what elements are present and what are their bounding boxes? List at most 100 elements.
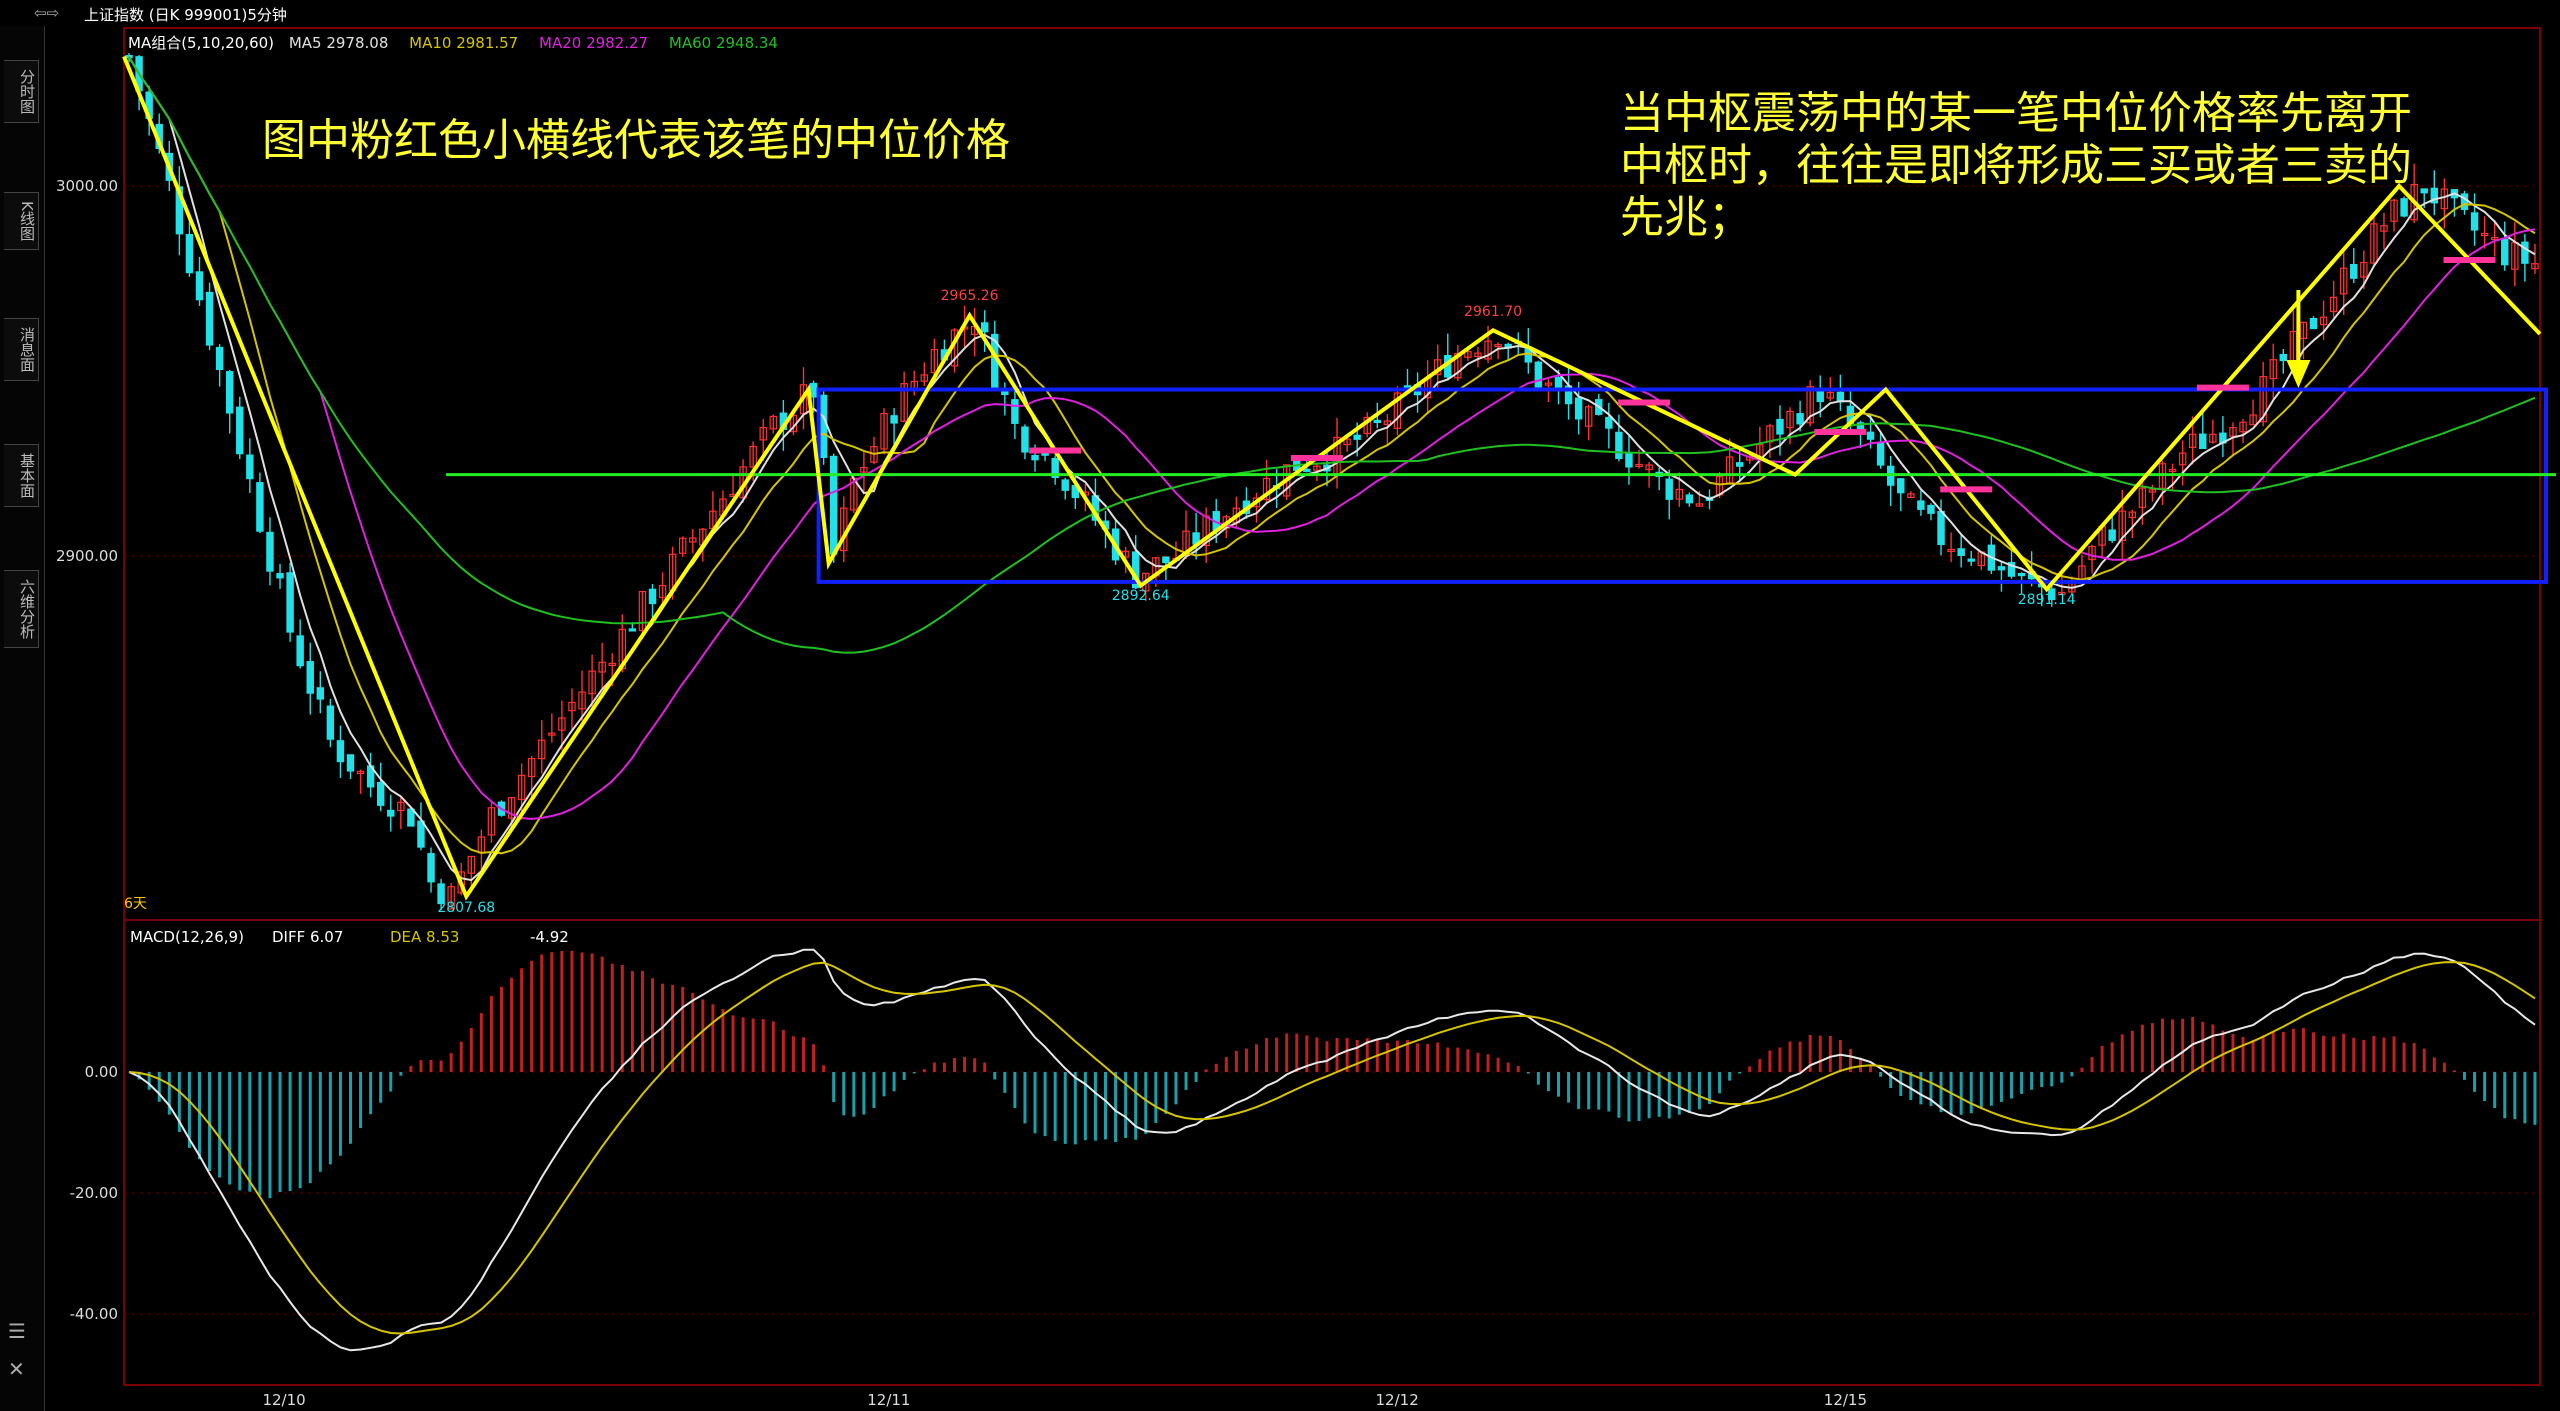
candle-body bbox=[809, 382, 818, 398]
candle-body bbox=[1484, 340, 1492, 360]
close-icon[interactable]: ✕ bbox=[8, 1357, 25, 1381]
candle-body bbox=[376, 781, 385, 806]
candle-body bbox=[980, 322, 989, 333]
candle-body bbox=[1011, 399, 1019, 424]
candle-body bbox=[457, 871, 465, 894]
candle-body bbox=[1876, 442, 1885, 466]
candle-body bbox=[256, 482, 264, 532]
candle-body bbox=[447, 886, 455, 910]
ma5-label: MA5 2978.08 bbox=[288, 34, 389, 52]
candle-body bbox=[568, 701, 576, 712]
right-annotation-line: 先兆； bbox=[1620, 192, 1752, 243]
candle-body bbox=[2470, 212, 2479, 231]
y-tick-label: 3000.00 bbox=[56, 177, 118, 195]
candle-body bbox=[578, 691, 586, 710]
candle-body bbox=[356, 770, 365, 775]
days-label: 6天 bbox=[124, 896, 147, 912]
ma5-line bbox=[128, 56, 2536, 882]
macd-title: MACD(12,26,9) bbox=[130, 928, 244, 946]
candle-body bbox=[2249, 414, 2257, 426]
candle-body bbox=[1262, 477, 1271, 501]
candle-body bbox=[346, 754, 355, 772]
candle-body bbox=[1826, 391, 1835, 399]
tab-six-dimension[interactable]: 六维分析 bbox=[4, 570, 39, 648]
candle-body bbox=[1806, 386, 1814, 424]
macd-panel bbox=[128, 948, 2537, 1352]
candle-body bbox=[2239, 421, 2247, 433]
candle-body bbox=[2128, 511, 2137, 519]
candle-body bbox=[336, 740, 345, 763]
candle-body bbox=[326, 705, 335, 740]
candle-body bbox=[1162, 556, 1170, 564]
candle-body bbox=[407, 808, 415, 827]
candle-body bbox=[2339, 267, 2348, 295]
x-tick-label: 12/15 bbox=[1824, 1391, 1867, 1409]
macd-panel-border bbox=[123, 919, 2541, 1386]
ma-legend: MA组合(5,10,20,60) MA5 2978.08 MA10 2981.5… bbox=[128, 32, 778, 53]
candle-body bbox=[487, 807, 496, 836]
candle-body bbox=[1645, 464, 1653, 471]
candle-body bbox=[2209, 433, 2217, 443]
candle-body bbox=[276, 573, 284, 579]
candle-body bbox=[467, 855, 476, 874]
candle-body bbox=[2410, 183, 2418, 221]
candle-body bbox=[286, 572, 294, 633]
macd-y-tick: -20.00 bbox=[70, 1184, 118, 1202]
candle-body bbox=[2531, 263, 2539, 270]
candle-body bbox=[678, 537, 687, 554]
candle-body bbox=[860, 466, 868, 473]
candle-body bbox=[2259, 376, 2267, 423]
candle-body bbox=[1776, 418, 1784, 435]
chart-header: ⇦⇨ 上证指数 (日K 999001)5分钟 bbox=[0, 0, 2560, 26]
candle-body bbox=[638, 590, 647, 632]
tab-intraday[interactable]: 分时图 bbox=[4, 60, 39, 123]
candle-body bbox=[1665, 478, 1673, 500]
candle-body bbox=[1051, 457, 1059, 479]
candle-body bbox=[266, 531, 274, 572]
high-label: 2965.26 bbox=[941, 288, 999, 304]
candle-body bbox=[507, 797, 516, 819]
candle-body bbox=[1625, 452, 1633, 468]
tab-kline[interactable]: K线图 bbox=[4, 192, 39, 250]
candle-body bbox=[598, 661, 606, 673]
candle-body bbox=[316, 687, 325, 700]
candle-body bbox=[1927, 504, 1935, 514]
candle-body bbox=[246, 454, 254, 480]
candle-body bbox=[195, 271, 204, 301]
low-label: 2892.64 bbox=[1112, 588, 1170, 604]
candle-body bbox=[2148, 489, 2157, 493]
candle-body bbox=[1947, 548, 1955, 553]
candle-body bbox=[558, 717, 566, 731]
ma20-line bbox=[128, 56, 2536, 821]
candle-body bbox=[1997, 566, 2006, 571]
candle-body bbox=[1584, 406, 1593, 427]
candle-body bbox=[1866, 431, 1875, 440]
candle-body bbox=[1383, 420, 1392, 426]
candle-body bbox=[387, 809, 395, 817]
candle-body bbox=[2269, 359, 2277, 380]
left-sidebar: 分时图 K线图 消息面 基本面 六维分析 bbox=[0, 26, 45, 1411]
grid-lines bbox=[124, 185, 2540, 1315]
candle-body bbox=[2521, 241, 2529, 264]
candle-body bbox=[2501, 238, 2509, 266]
candlesticks bbox=[125, 53, 2539, 911]
candle-body bbox=[2430, 187, 2439, 204]
candle-body bbox=[1796, 413, 1804, 425]
menu-icon[interactable]: ☰ bbox=[8, 1319, 26, 1343]
bottom-icons: ☰ ✕ bbox=[8, 1319, 26, 1381]
candle-body bbox=[1574, 397, 1583, 420]
tab-news[interactable]: 消息面 bbox=[4, 318, 39, 381]
candle-body bbox=[2490, 236, 2499, 241]
candle-body bbox=[2440, 188, 2449, 210]
candle-body bbox=[2279, 353, 2288, 362]
candle-body bbox=[1464, 351, 1472, 358]
candle-body bbox=[2118, 510, 2126, 542]
candle-body bbox=[900, 383, 908, 422]
nav-arrows-icon[interactable]: ⇦⇨ bbox=[34, 4, 60, 22]
tab-fundamentals[interactable]: 基本面 bbox=[4, 444, 39, 507]
candle-body bbox=[2309, 317, 2318, 330]
candle-body bbox=[920, 374, 929, 382]
macd-y-tick: 0.00 bbox=[85, 1063, 118, 1081]
arrow-down-icon bbox=[2286, 360, 2311, 388]
